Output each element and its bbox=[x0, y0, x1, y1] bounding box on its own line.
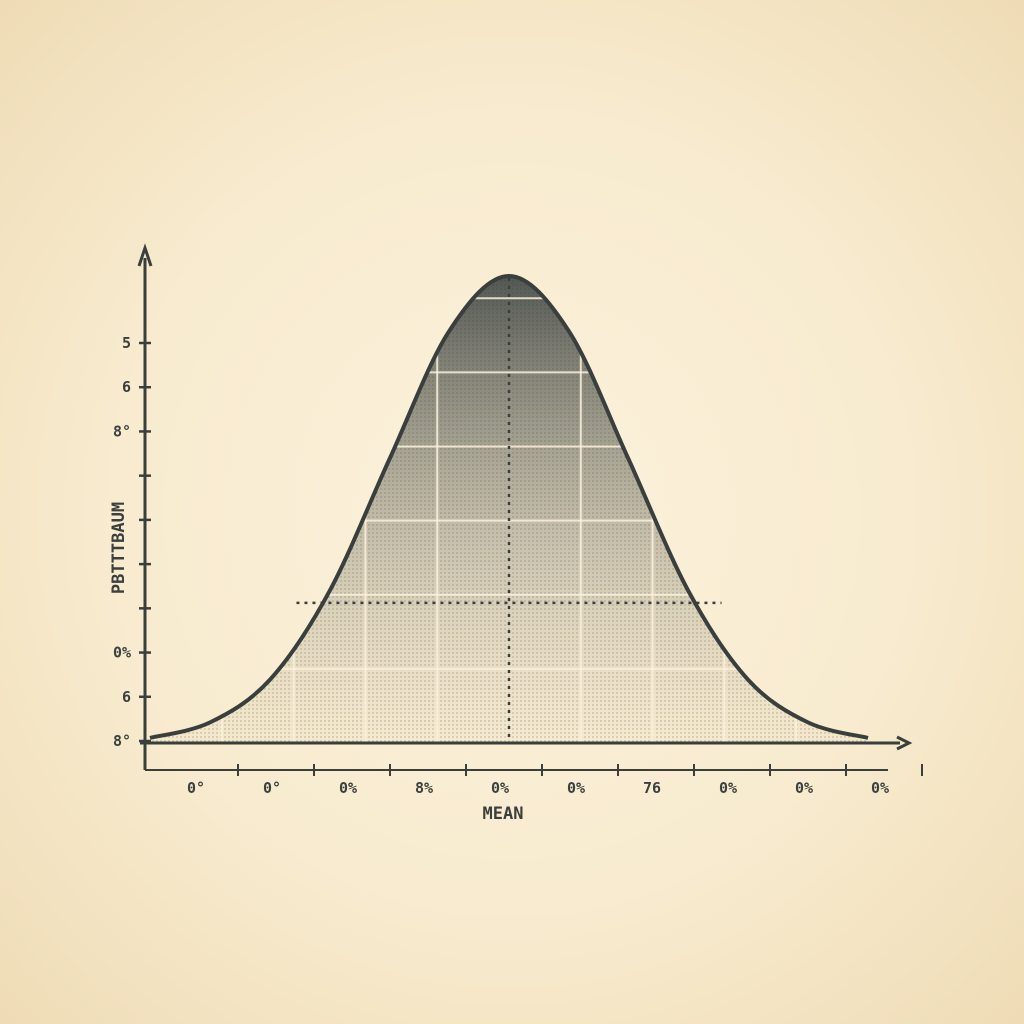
guide-lines bbox=[296, 278, 722, 743]
curve-stipple bbox=[150, 276, 868, 743]
x-tick-label: 0% bbox=[339, 779, 357, 797]
y-tick-label: 6 bbox=[122, 688, 131, 706]
y-tick-label: 8° bbox=[113, 422, 131, 440]
curve-area bbox=[150, 276, 868, 743]
x-tick-label: 0% bbox=[567, 779, 585, 797]
y-tick-label: 6 bbox=[122, 378, 131, 396]
y-axis-label: PBTTTBAUM bbox=[109, 502, 129, 594]
x-tick-label: 76 bbox=[643, 779, 661, 797]
x-axis-arrow bbox=[896, 735, 913, 751]
x-tick-label: 8% bbox=[415, 779, 433, 797]
x-tick-label: 0% bbox=[491, 779, 509, 797]
x-tick-label: 0° bbox=[187, 779, 205, 797]
x-tick-label: 0% bbox=[719, 779, 737, 797]
x-axis-label: MEAN bbox=[483, 804, 524, 824]
y-tick-label: 8° bbox=[113, 732, 131, 750]
x-tick-label: 0% bbox=[795, 779, 813, 797]
y-tick-label: 0% bbox=[113, 644, 131, 662]
y-tick-label: 5 bbox=[122, 334, 131, 352]
x-ticks: 0° 0° 0% 8% 0% 0% 76 0% 0% 0% bbox=[187, 764, 923, 797]
x-tick-label: 0° bbox=[263, 779, 281, 797]
x-tick-label: 0% bbox=[871, 779, 889, 797]
y-ticks: 5 6 8° 0% 6 8° bbox=[113, 334, 151, 750]
bell-curve-line bbox=[149, 273, 869, 740]
y-axis-arrow bbox=[137, 243, 153, 267]
